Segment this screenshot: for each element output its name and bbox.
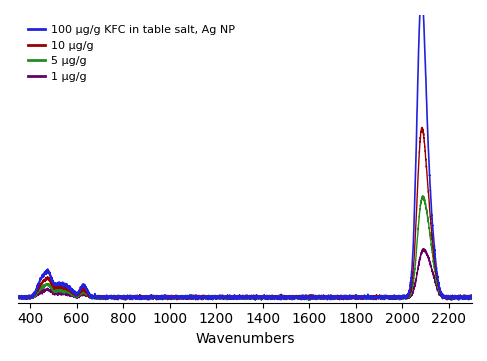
Legend: 100 μg/g KFC in table salt, Ag NP, 10 μg/g, 5 μg/g, 1 μg/g: 100 μg/g KFC in table salt, Ag NP, 10 μg… bbox=[24, 21, 239, 86]
X-axis label: Wavenumbers: Wavenumbers bbox=[195, 332, 295, 346]
